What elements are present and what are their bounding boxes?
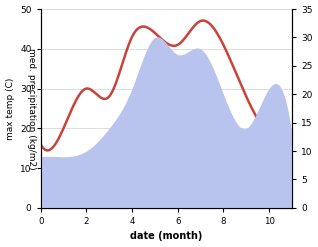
Y-axis label: max temp (C): max temp (C) xyxy=(5,77,15,140)
Y-axis label: med. precipitation (kg/m2): med. precipitation (kg/m2) xyxy=(27,48,36,169)
X-axis label: date (month): date (month) xyxy=(130,231,203,242)
